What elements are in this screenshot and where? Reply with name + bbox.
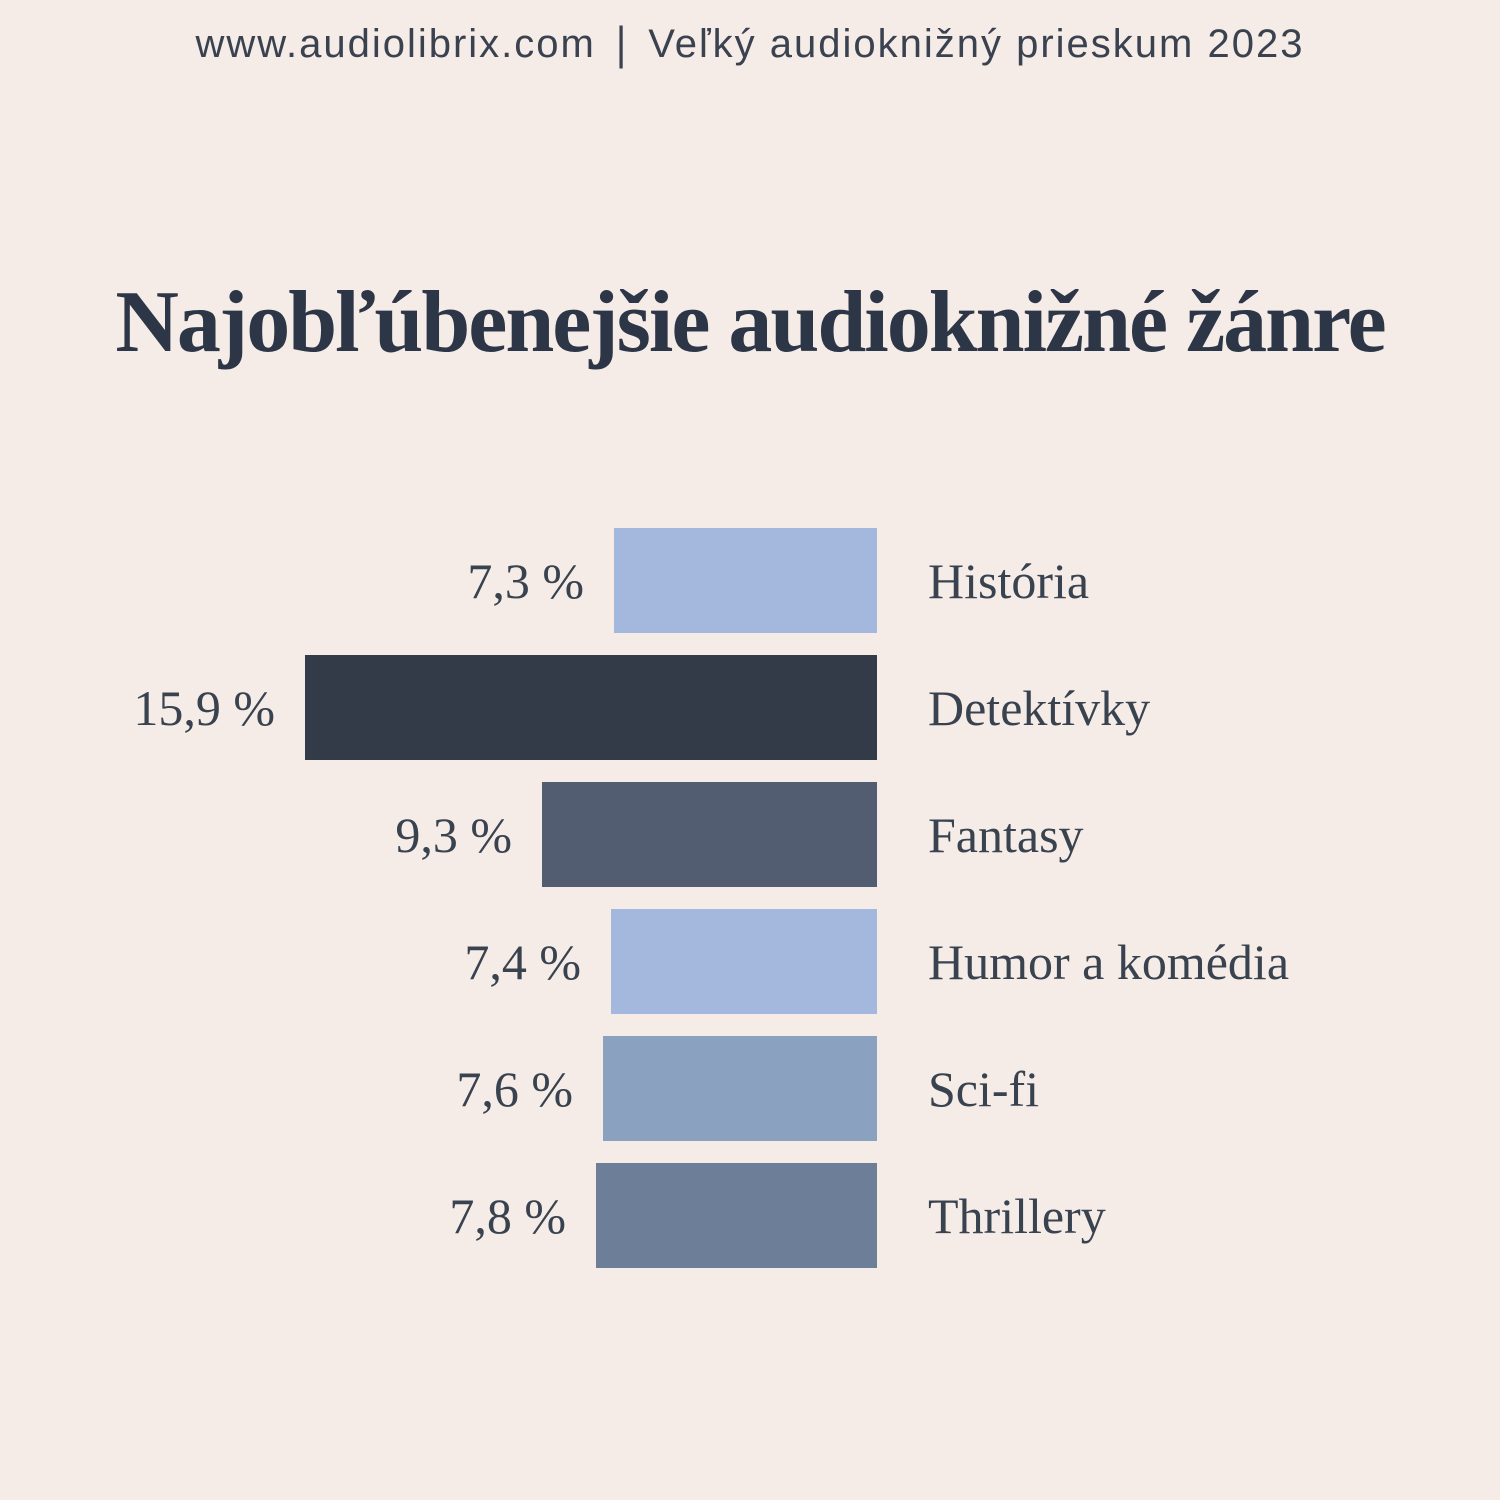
chart-row-historia: 7,3 % História (0, 528, 1500, 633)
chart-row-fantasy: 9,3 % Fantasy (0, 782, 1500, 887)
bar-thrillery (596, 1163, 877, 1268)
category-label-fantasy: Fantasy (928, 806, 1084, 863)
chart-row-humor-a-komedia: 7,4 % Humor a komédia (0, 909, 1500, 1014)
chart-row-thrillery: 7,8 % Thrillery (0, 1163, 1500, 1268)
value-label-humor-a-komedia: 7,4 % (464, 933, 581, 990)
header-site-text: www.audiolibrix.com (195, 22, 596, 66)
value-label-thrillery: 7,8 % (449, 1187, 566, 1244)
header-source-line: www.audiolibrix.com | Veľký audioknižný pr… (0, 19, 1500, 70)
category-label-humor-a-komedia: Humor a komédia (928, 933, 1290, 990)
chart-row-detektivky: 15,9 % Detektívky (0, 655, 1500, 760)
category-label-thrillery: Thrillery (928, 1187, 1106, 1244)
value-label-historia: 7,3 % (467, 552, 584, 609)
bar-detektivky (305, 655, 877, 760)
category-label-historia: História (928, 552, 1090, 609)
value-label-fantasy: 9,3 % (395, 806, 512, 863)
category-label-sci-fi: Sci-fi (928, 1060, 1040, 1117)
bar-humor-a-komedia (611, 909, 877, 1014)
category-label-detektivky: Detektívky (928, 679, 1151, 736)
bar-sci-fi (603, 1036, 877, 1141)
header-survey-text: Veľký audioknižný prieskum 2023 (648, 22, 1305, 66)
value-label-detektivky: 15,9 % (133, 679, 275, 736)
bar-historia (614, 528, 877, 633)
chart-row-sci-fi: 7,6 % Sci-fi (0, 1036, 1500, 1141)
header-separator: | (615, 18, 629, 70)
value-label-sci-fi: 7,6 % (456, 1060, 573, 1117)
page-title: Najobľúbenejšie audioknižné žánre (115, 274, 1386, 371)
bar-fantasy (542, 782, 877, 887)
